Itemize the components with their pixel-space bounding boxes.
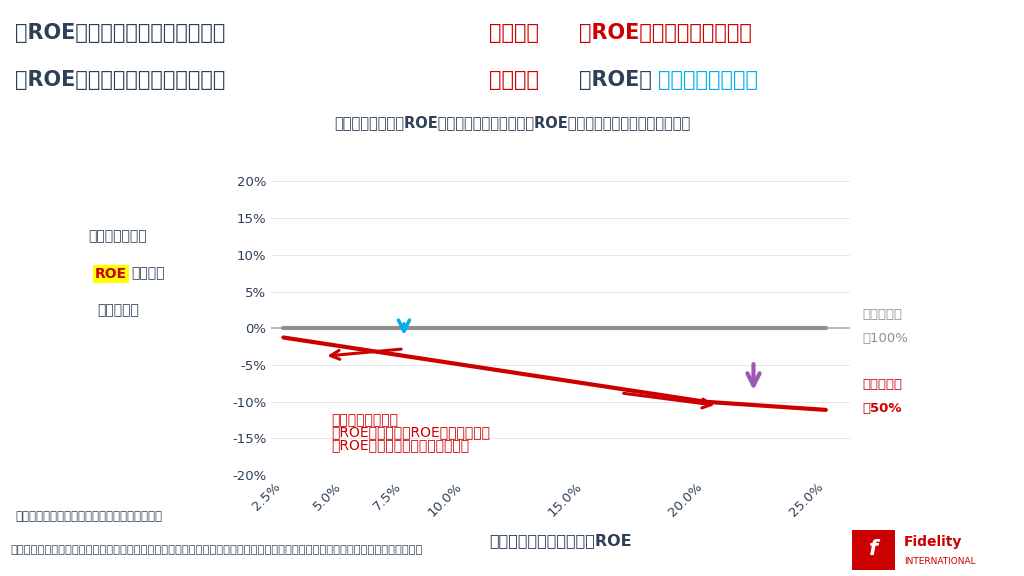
X-axis label: 株主還元を実施する前のROE: 株主還元を実施する前のROE — [489, 533, 632, 548]
Text: 還元が緩い場合、: 還元が緩い場合、 — [332, 413, 398, 427]
FancyBboxPatch shape — [852, 530, 895, 570]
Text: 高ROE企業ほど、ROEは悪化する。: 高ROE企業ほど、ROEは悪化する。 — [332, 425, 490, 439]
Text: 緩めても: 緩めても — [489, 70, 540, 90]
Text: Fidelity: Fidelity — [904, 535, 963, 550]
Text: ＝50%: ＝50% — [862, 402, 901, 415]
Text: の変化率: の変化率 — [131, 267, 165, 281]
Text: 、ROEは大きく低下する。: 、ROEは大きく低下する。 — [579, 23, 752, 43]
Text: 株主還元実施前のROE水準と、株主還元によるROEの変化率（利益は一定と仮定）: 株主還元実施前のROE水準と、株主還元によるROEの変化率（利益は一定と仮定） — [334, 115, 690, 130]
Text: ROE: ROE — [95, 267, 127, 281]
Text: あらゆる記述やチャートは、例示目的もしくは過去の実績であり、将来の傾向、数値等を保証もしくは示唆するものではありません。: あらゆる記述やチャートは、例示目的もしくは過去の実績であり、将来の傾向、数値等を… — [10, 545, 423, 555]
Text: INTERNATIONAL: INTERNATIONAL — [904, 557, 976, 566]
Text: 総還元性向: 総還元性向 — [862, 308, 902, 321]
Text: （出所）フィデリティ・インスティテュート。: （出所）フィデリティ・インスティテュート。 — [15, 510, 163, 523]
Text: 総還元性向: 総還元性向 — [862, 378, 902, 391]
Text: ＝100%: ＝100% — [862, 332, 908, 345]
Text: 、ROEは: 、ROEは — [579, 70, 651, 90]
Text: 低ROEの日本企業は、株主還元を: 低ROEの日本企業は、株主還元を — [15, 70, 225, 90]
Text: さほど低下せず。: さほど低下せず。 — [658, 70, 759, 90]
Text: 高ROEの米国企業は、株主還元を: 高ROEの米国企業は、株主還元を — [15, 23, 225, 43]
Text: （理論値）: （理論値） — [97, 303, 138, 317]
Text: 株主還元による: 株主還元による — [88, 229, 147, 243]
Text: f: f — [869, 539, 878, 559]
Text: 低ROE企業は、さほど悪化せず。: 低ROE企業は、さほど悪化せず。 — [332, 438, 470, 452]
Text: 緩めると: 緩めると — [489, 23, 540, 43]
